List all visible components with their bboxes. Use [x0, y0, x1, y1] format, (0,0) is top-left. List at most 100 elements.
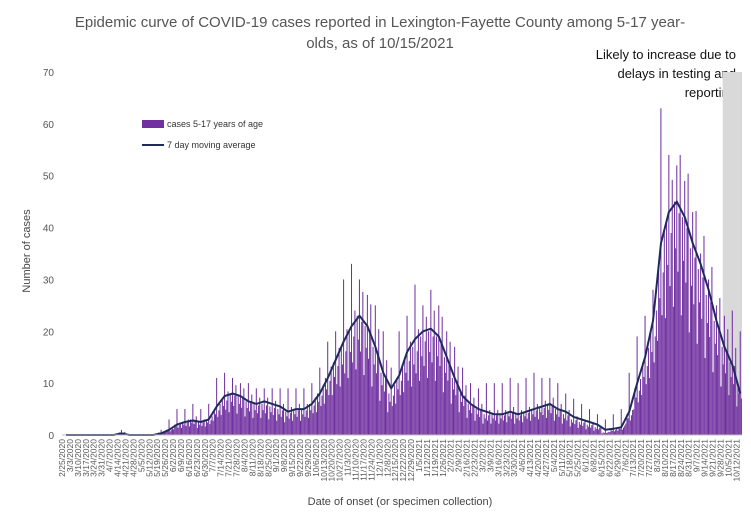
x-tick-label: 1/19/2021 [430, 439, 440, 477]
case-bar [245, 401, 247, 435]
case-bar [310, 410, 312, 435]
case-bar [296, 416, 298, 435]
case-bar [217, 416, 219, 435]
case-bar [717, 355, 719, 435]
case-bar [621, 429, 623, 435]
case-bar [562, 414, 564, 435]
case-bar [522, 422, 524, 435]
legend-line-swatch [142, 144, 164, 146]
x-tick-label: 2/25/2020 [57, 439, 67, 477]
case-bar [722, 364, 724, 435]
case-bar [302, 414, 304, 435]
case-bar [570, 419, 572, 435]
case-bar [566, 420, 568, 435]
case-bar [252, 417, 254, 435]
case-bar [173, 429, 175, 435]
x-tick-label: 6/30/2020 [200, 439, 210, 477]
case-bar [343, 279, 345, 435]
case-bar [490, 423, 492, 435]
case-bar [434, 380, 436, 435]
case-bar [634, 388, 636, 435]
x-tick-label: 7/27/2021 [644, 439, 654, 477]
case-bar [533, 372, 535, 435]
case-bar [344, 373, 346, 435]
case-bar [321, 395, 323, 435]
case-bar [499, 414, 501, 435]
case-bar [285, 411, 287, 435]
case-bar [183, 424, 185, 435]
case-bar [692, 212, 694, 435]
x-tick-label: 6/8/2021 [589, 439, 599, 472]
x-tick-label: 3/31/2020 [97, 439, 107, 477]
x-tick-label: 6/22/2021 [604, 439, 614, 477]
chart-title: Epidemic curve of COVID-19 cases reporte… [74, 14, 686, 52]
case-bar [534, 416, 536, 435]
case-bar [500, 418, 502, 435]
case-bar [399, 395, 401, 435]
case-bar [466, 417, 468, 435]
case-bar [489, 410, 491, 435]
case-bar [620, 409, 622, 435]
case-bar [525, 377, 527, 435]
legend-label-average: 7 day moving average [167, 140, 256, 150]
case-bar [355, 369, 357, 435]
x-axis-label: Date of onset (or specimen collection) [307, 496, 493, 508]
case-bar [412, 346, 414, 435]
case-bar [431, 362, 433, 435]
case-bar [370, 304, 372, 435]
case-bar [704, 357, 706, 435]
case-bar [628, 372, 630, 435]
case-bar [547, 403, 549, 435]
case-bar [229, 393, 231, 435]
case-bar [313, 405, 315, 435]
case-bar [694, 257, 696, 435]
case-bar [175, 426, 177, 435]
case-bar [718, 326, 720, 435]
case-bar [584, 419, 586, 435]
case-bar [664, 318, 666, 435]
case-bar [538, 419, 540, 435]
case-bar [215, 414, 217, 435]
x-tick-label: 7/14/2020 [216, 439, 226, 477]
case-bar [326, 389, 328, 435]
case-bar [396, 377, 398, 435]
case-bar [513, 407, 515, 435]
case-bar [734, 366, 736, 435]
case-bar [625, 423, 627, 435]
case-bar [338, 347, 340, 435]
case-bar [460, 401, 462, 435]
case-bar [241, 407, 243, 435]
case-bar [403, 392, 405, 435]
case-bar [445, 372, 447, 435]
case-bar [209, 424, 211, 435]
case-bar [315, 412, 317, 435]
case-bar [225, 409, 227, 435]
case-bar [415, 373, 417, 435]
case-bar [389, 401, 391, 435]
case-bar [517, 383, 519, 435]
case-bar [491, 414, 493, 435]
case-bar [301, 409, 303, 435]
case-bar [328, 395, 330, 435]
case-bar [606, 433, 608, 435]
case-bar [732, 384, 734, 435]
case-bar [535, 410, 537, 435]
case-bar [595, 428, 597, 435]
case-bar [470, 383, 472, 435]
case-bar [641, 395, 643, 435]
case-bar [713, 320, 715, 435]
x-tick-label: 4/20/2021 [533, 439, 543, 477]
case-bar [304, 416, 306, 435]
case-bar [404, 357, 406, 435]
case-bar [577, 427, 579, 435]
x-tick-label: 3/3/2020 [65, 439, 75, 472]
case-bar [330, 366, 332, 435]
case-bar [341, 364, 343, 435]
case-bar [294, 414, 296, 435]
x-tick-label: 4/6/2021 [517, 439, 527, 472]
case-bar [373, 364, 375, 435]
case-bar [383, 391, 385, 435]
case-bar [593, 430, 595, 435]
case-bar [574, 424, 576, 435]
case-bar [340, 346, 342, 435]
